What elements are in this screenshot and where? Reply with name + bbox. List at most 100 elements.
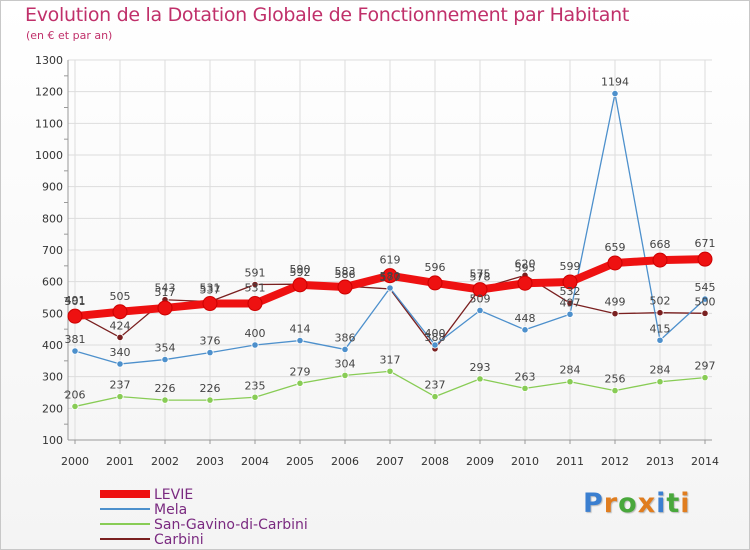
data-label: 531 [245, 282, 266, 295]
data-point [701, 309, 709, 317]
data-label: 400 [425, 327, 446, 340]
data-label: 596 [425, 261, 446, 274]
data-label: 671 [695, 237, 716, 250]
data-point [521, 326, 529, 334]
series-layer [67, 89, 713, 411]
data-label: 226 [155, 382, 176, 395]
data-label: 491 [65, 294, 86, 307]
data-label: 424 [110, 319, 131, 332]
data-label: 206 [65, 388, 86, 401]
data-point [112, 304, 128, 320]
data-point [251, 280, 259, 289]
data-label: 502 [650, 295, 671, 308]
x-tick-label: 2010 [511, 455, 539, 468]
data-point [611, 310, 619, 318]
data-point [251, 393, 259, 401]
y-tick-label: 600 [42, 276, 63, 289]
data-label: 1194 [601, 76, 629, 89]
data-point [71, 402, 79, 411]
x-tick-label: 2005 [286, 455, 314, 468]
data-label: 659 [605, 241, 626, 254]
data-point [611, 89, 619, 98]
data-point [161, 355, 169, 364]
data-labels: 491 505 517 531 531 590 583 619 596 575 595 599 659 6… [65, 76, 716, 402]
y-tick-label: 800 [42, 212, 63, 225]
data-label: 517 [155, 286, 176, 299]
x-tick-label: 2000 [61, 455, 89, 468]
data-label: 599 [560, 260, 581, 273]
x-tick-label: 2013 [646, 455, 674, 468]
data-point [206, 348, 214, 357]
data-point [701, 295, 709, 303]
data-point [116, 360, 124, 368]
grid-lines [68, 59, 712, 441]
data-point [161, 396, 169, 404]
data-point [476, 375, 484, 383]
data-label: 501 [65, 295, 86, 308]
data-point [611, 386, 619, 395]
data-label: 531 [200, 282, 221, 295]
data-label: 226 [200, 382, 221, 395]
logo-letter: r [603, 488, 619, 519]
data-point [296, 379, 304, 387]
logo-letter: P [583, 488, 604, 519]
y-tick-label: 700 [42, 244, 63, 257]
data-label: 414 [290, 323, 311, 336]
data-label: 505 [110, 290, 131, 303]
data-point [431, 393, 439, 401]
data-label: 340 [110, 346, 131, 359]
data-label: 235 [245, 379, 266, 392]
data-point [296, 336, 304, 345]
data-label: 304 [335, 357, 356, 370]
data-point [251, 341, 259, 349]
data-label: 580 [380, 270, 401, 283]
data-point [521, 384, 529, 392]
data-label: 279 [290, 365, 311, 378]
data-label: 400 [245, 327, 266, 340]
data-label: 388 [425, 331, 446, 344]
x-tick-label: 2002 [151, 455, 179, 468]
data-point [386, 367, 394, 375]
data-point [67, 308, 83, 324]
y-tick-label: 300 [42, 371, 63, 384]
data-label: 583 [335, 265, 356, 278]
x-tick-label: 2004 [241, 455, 269, 468]
data-point [341, 345, 349, 354]
data-label: 619 [380, 254, 401, 267]
data-label: 590 [290, 263, 311, 276]
x-tick-label: 2003 [196, 455, 224, 468]
data-label: 500 [695, 295, 716, 308]
data-point [292, 277, 308, 293]
data-label: 532 [560, 285, 581, 298]
x-tick-label: 2011 [556, 455, 584, 468]
x-tick-label: 2012 [601, 455, 629, 468]
data-label: 578 [470, 271, 491, 284]
y-tick-label: 1300 [35, 54, 63, 67]
data-point [382, 268, 398, 284]
data-point [656, 336, 664, 344]
x-tick-label: 2008 [421, 455, 449, 468]
chart-subtitle: (en € et par an) [26, 29, 113, 42]
data-point [476, 306, 484, 315]
legend-label: Mela [154, 502, 187, 518]
data-point [517, 275, 533, 291]
y-tick-label: 1200 [35, 86, 63, 99]
y-tick-label: 1100 [35, 117, 63, 130]
data-label: 237 [425, 379, 446, 392]
y-tick-labels: 100 200 300 400 500 600 700 800 900 1000 1100 1200 1… [35, 54, 63, 447]
data-label: 386 [335, 331, 356, 344]
data-point [566, 378, 574, 386]
axes [64, 60, 712, 444]
logo-letter: x [637, 488, 657, 519]
data-point [427, 275, 443, 291]
data-label: 537 [200, 284, 221, 297]
y-tick-label: 1000 [35, 149, 63, 162]
data-label: 381 [65, 333, 86, 346]
legend-label: Carbini [154, 532, 204, 548]
x-tick-label: 2007 [376, 455, 404, 468]
x-tick-label: 2009 [466, 455, 494, 468]
data-point [562, 274, 578, 290]
data-label: 586 [335, 268, 356, 281]
